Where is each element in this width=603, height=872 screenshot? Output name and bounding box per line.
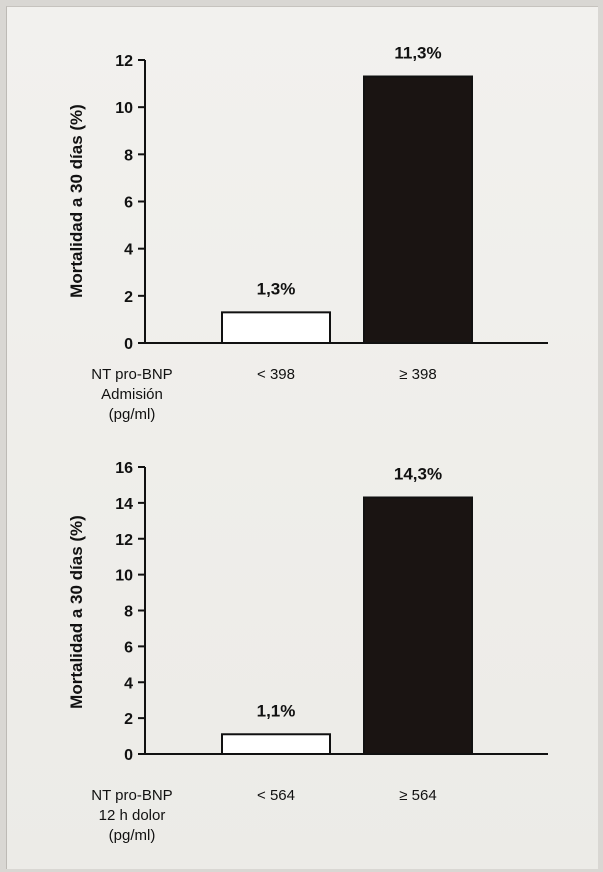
bar-value-label: 11,3% bbox=[394, 44, 441, 63]
y-tick-label: 12 bbox=[115, 53, 133, 70]
bar-value-label: 1,3% bbox=[257, 279, 296, 298]
y-tick-label: 12 bbox=[115, 532, 133, 549]
y-tick-label: 10 bbox=[115, 568, 133, 585]
group-label-line: (pg/ml) bbox=[109, 827, 156, 844]
y-tick-label: 4 bbox=[124, 675, 133, 692]
y-tick-label: 6 bbox=[124, 195, 133, 212]
bar-value-label: 14,3% bbox=[394, 464, 442, 483]
y-axis-label: Mortalidad a 30 días (%) bbox=[67, 515, 86, 709]
y-tick-label: 6 bbox=[124, 639, 133, 656]
group-label-line: (pg/ml) bbox=[109, 406, 156, 423]
y-tick-label: 4 bbox=[124, 242, 133, 259]
y-tick-label: 2 bbox=[124, 711, 133, 728]
y-tick-label: 0 bbox=[124, 747, 133, 764]
group-label-line: NT pro-BNP bbox=[91, 787, 172, 804]
bar-low bbox=[221, 733, 331, 755]
y-tick-label: 14 bbox=[115, 496, 133, 513]
category-label: ≥ 564 bbox=[399, 787, 436, 804]
y-tick-label: 8 bbox=[124, 604, 133, 621]
bar-value-label: 1,1% bbox=[257, 701, 296, 720]
y-tick-label: 0 bbox=[124, 336, 133, 353]
y-tick-label: 2 bbox=[124, 289, 133, 306]
bar-high bbox=[363, 75, 473, 344]
category-label: < 398 bbox=[257, 366, 295, 383]
y-axis-label: Mortalidad a 30 días (%) bbox=[67, 104, 86, 298]
chart-admision: 0 2 4 6 8 10 12 Mortalidad a 30 días (%) 1,3% < 3… bbox=[67, 44, 548, 423]
group-label-line: 12 h dolor bbox=[99, 807, 166, 824]
group-label-line: NT pro-BNP bbox=[91, 366, 172, 383]
group-label-line: Admisión bbox=[101, 386, 163, 403]
chart-12h-dolor: 0 2 4 6 8 10 12 14 16 Mortalidad a 30 días (%) 1,1… bbox=[67, 460, 548, 844]
category-label: < 564 bbox=[257, 787, 295, 804]
bar-low bbox=[221, 311, 331, 345]
y-tick-label: 10 bbox=[115, 100, 133, 117]
bar-high bbox=[363, 496, 473, 755]
category-label: ≥ 398 bbox=[399, 366, 436, 383]
y-tick-label: 16 bbox=[115, 460, 133, 477]
y-tick-label: 8 bbox=[124, 147, 133, 164]
page-frame bbox=[6, 6, 598, 869]
